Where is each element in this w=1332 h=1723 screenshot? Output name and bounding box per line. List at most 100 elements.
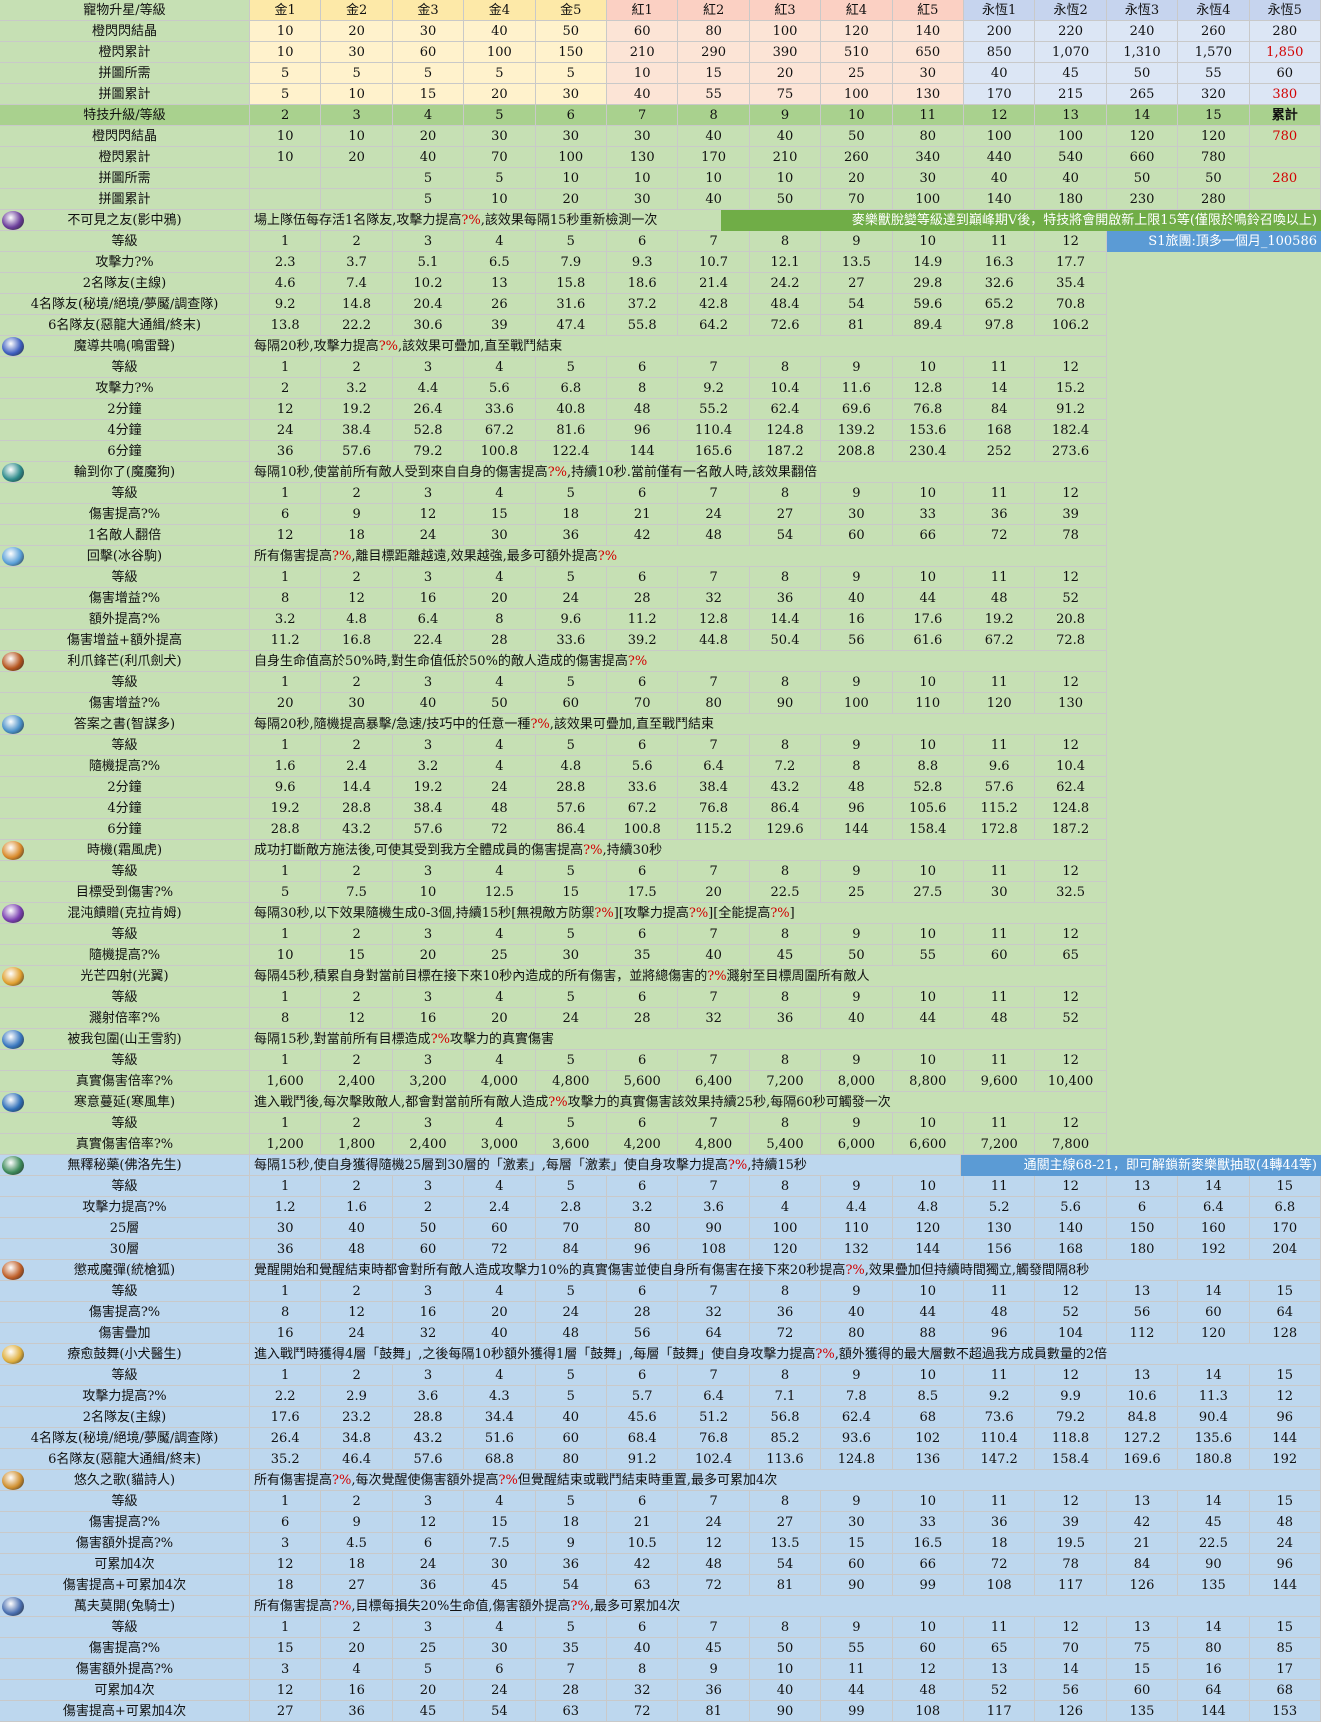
data-cell: 56 bbox=[1035, 1680, 1107, 1701]
data-cell: 55 bbox=[1178, 63, 1250, 84]
data-cell: 10 bbox=[892, 861, 964, 882]
pet-section-row: 無釋秘藥(佛洛先生) 每隔15秒,使自身獲得隨機25層到30層的「激素」,每層「激… bbox=[0, 1155, 1332, 1176]
data-cell: 40 bbox=[678, 126, 750, 147]
data-cell: 50 bbox=[535, 21, 607, 42]
data-cell: 12 bbox=[392, 504, 465, 525]
data-cell: 660 bbox=[1106, 147, 1179, 168]
data-cell: 187.2 bbox=[749, 441, 822, 462]
data-cell: 51.2 bbox=[678, 1407, 750, 1428]
data-cell: 35 bbox=[607, 945, 679, 966]
data-cell: 6 bbox=[607, 1050, 679, 1071]
data-cell: 172.8 bbox=[964, 819, 1036, 840]
pet-data-row: 等級 1 2 3 4 5 6 7 8 9 10 11 12 bbox=[0, 483, 1332, 504]
data-cell: 17.5 bbox=[607, 882, 679, 903]
data-cell: 320 bbox=[1178, 84, 1250, 105]
row-label: 傷害提高+可累加4次 bbox=[0, 1701, 250, 1722]
data-cell: 10 bbox=[892, 1113, 964, 1134]
data-cell: 60 bbox=[535, 1428, 607, 1449]
data-cell: 15 bbox=[678, 63, 750, 84]
data-cell: 5,400 bbox=[749, 1134, 822, 1155]
pet-name: 利爪鋒芒(利爪劍犬) bbox=[0, 651, 250, 672]
skill-row: 拼圖所需 5 5 10 10 10 10 20 30 40 40 50 50 280 bbox=[0, 168, 1332, 189]
data-cell: 22.4 bbox=[392, 630, 465, 651]
data-cell: 3.2 bbox=[607, 1197, 679, 1218]
row-label: 等級 bbox=[0, 1491, 250, 1512]
row-label: 6名隊友(惡龍大通緝/終末) bbox=[0, 315, 250, 336]
pet-data-row: 目標受到傷害?% 5 7.5 10 12.5 15 17.5 20 22.5 25 27.5 30 32… bbox=[0, 882, 1332, 903]
data-cell: 45 bbox=[1178, 1512, 1250, 1533]
data-cell: 35.2 bbox=[250, 1449, 322, 1470]
column-header: 金3 bbox=[392, 0, 465, 21]
data-cell: 4 bbox=[464, 756, 536, 777]
data-cell: 10 bbox=[892, 1050, 964, 1071]
data-cell: 120 bbox=[1178, 126, 1250, 147]
data-cell: 48 bbox=[678, 525, 750, 546]
data-cell: 5.7 bbox=[607, 1386, 679, 1407]
data-cell: 86.4 bbox=[535, 819, 607, 840]
data-cell: 5 bbox=[392, 168, 465, 189]
data-cell: 36 bbox=[250, 441, 322, 462]
data-cell: 4 bbox=[464, 1113, 536, 1134]
data-cell: 2 bbox=[321, 1176, 393, 1197]
data-cell: 40 bbox=[678, 189, 750, 210]
data-cell: 11.2 bbox=[607, 609, 679, 630]
row-label: 等級 bbox=[0, 735, 250, 756]
data-cell: 12 bbox=[1035, 1365, 1107, 1386]
data-cell: 80 bbox=[678, 21, 750, 42]
skill-row: 橙閃累計 10 20 40 70 100 130 170 210 260 340 440 540 660 7… bbox=[0, 147, 1332, 168]
data-cell: 208.8 bbox=[821, 441, 893, 462]
data-cell: 3,000 bbox=[464, 1134, 536, 1155]
row-label: 可累加4次 bbox=[0, 1680, 250, 1701]
row-label: 2分鐘 bbox=[0, 777, 250, 798]
pet-section-row: 回擊(冰谷駒) 所有傷害提高?%,離目標距離越遠,效果越強,最多可額外提高?% bbox=[0, 546, 1332, 567]
data-cell: 9,600 bbox=[964, 1071, 1036, 1092]
data-cell: 16 bbox=[250, 1323, 322, 1344]
data-cell: 54 bbox=[535, 1575, 607, 1596]
data-cell: 8 bbox=[250, 1302, 322, 1323]
data-cell: 36 bbox=[678, 1680, 750, 1701]
data-cell: 39 bbox=[464, 315, 536, 336]
data-cell: 6 bbox=[607, 231, 679, 252]
data-cell: 50 bbox=[464, 693, 536, 714]
data-cell: 7 bbox=[678, 924, 750, 945]
data-cell: 52 bbox=[1035, 1008, 1107, 1029]
data-cell: 158.4 bbox=[1035, 1449, 1107, 1470]
data-cell: 64.2 bbox=[678, 315, 750, 336]
data-cell: 144 bbox=[1249, 1575, 1321, 1596]
data-cell: 3 bbox=[392, 924, 465, 945]
data-cell: 48 bbox=[607, 399, 679, 420]
percent-placeholder: ?% bbox=[727, 1158, 748, 1173]
data-cell: 63 bbox=[607, 1575, 679, 1596]
data-cell: 12 bbox=[1035, 861, 1107, 882]
data-cell: 48 bbox=[1249, 1512, 1321, 1533]
pet-portrait-icon bbox=[2, 463, 24, 482]
data-cell: 6 bbox=[250, 504, 322, 525]
data-cell: 6 bbox=[607, 1491, 679, 1512]
data-cell: 15 bbox=[1249, 1617, 1321, 1638]
data-cell: 16.5 bbox=[892, 1533, 964, 1554]
data-cell: 42 bbox=[607, 525, 679, 546]
data-cell: 2,400 bbox=[321, 1071, 393, 1092]
total-header: 累計 bbox=[1249, 105, 1321, 126]
data-cell: 113.6 bbox=[749, 1449, 822, 1470]
data-cell: 108 bbox=[678, 1239, 750, 1260]
data-cell: 21 bbox=[607, 504, 679, 525]
data-cell: 80 bbox=[535, 1449, 607, 1470]
data-cell: 1 bbox=[250, 735, 322, 756]
row-label: 橙閃累計 bbox=[0, 42, 250, 63]
data-cell: 15 bbox=[1178, 105, 1250, 126]
data-cell: 68.8 bbox=[464, 1449, 536, 1470]
data-cell: 3.2 bbox=[321, 378, 393, 399]
data-cell: 215 bbox=[1035, 84, 1107, 105]
pet-description: 每隔20秒,攻擊力提高?%,該效果可疊加,直至戰鬥結束 bbox=[250, 336, 1107, 357]
data-cell: 2 bbox=[321, 1365, 393, 1386]
data-cell: 40 bbox=[321, 1218, 393, 1239]
data-cell: 40 bbox=[964, 168, 1036, 189]
row-label: 攻擊力?% bbox=[0, 252, 250, 273]
data-cell: 15 bbox=[392, 84, 465, 105]
pet-data-row: 等級 1 2 3 4 5 6 7 8 9 10 11 12 bbox=[0, 924, 1332, 945]
data-cell: 3 bbox=[392, 1176, 465, 1197]
pet-name: 光芒四射(光翼) bbox=[0, 966, 250, 987]
data-cell: 6,400 bbox=[678, 1071, 750, 1092]
pet-data-row: 攻擊力提高?% 1.2 1.6 2 2.4 2.8 3.2 3.6 4 4.4 4.8 5.2 5.6 6… bbox=[0, 1197, 1332, 1218]
